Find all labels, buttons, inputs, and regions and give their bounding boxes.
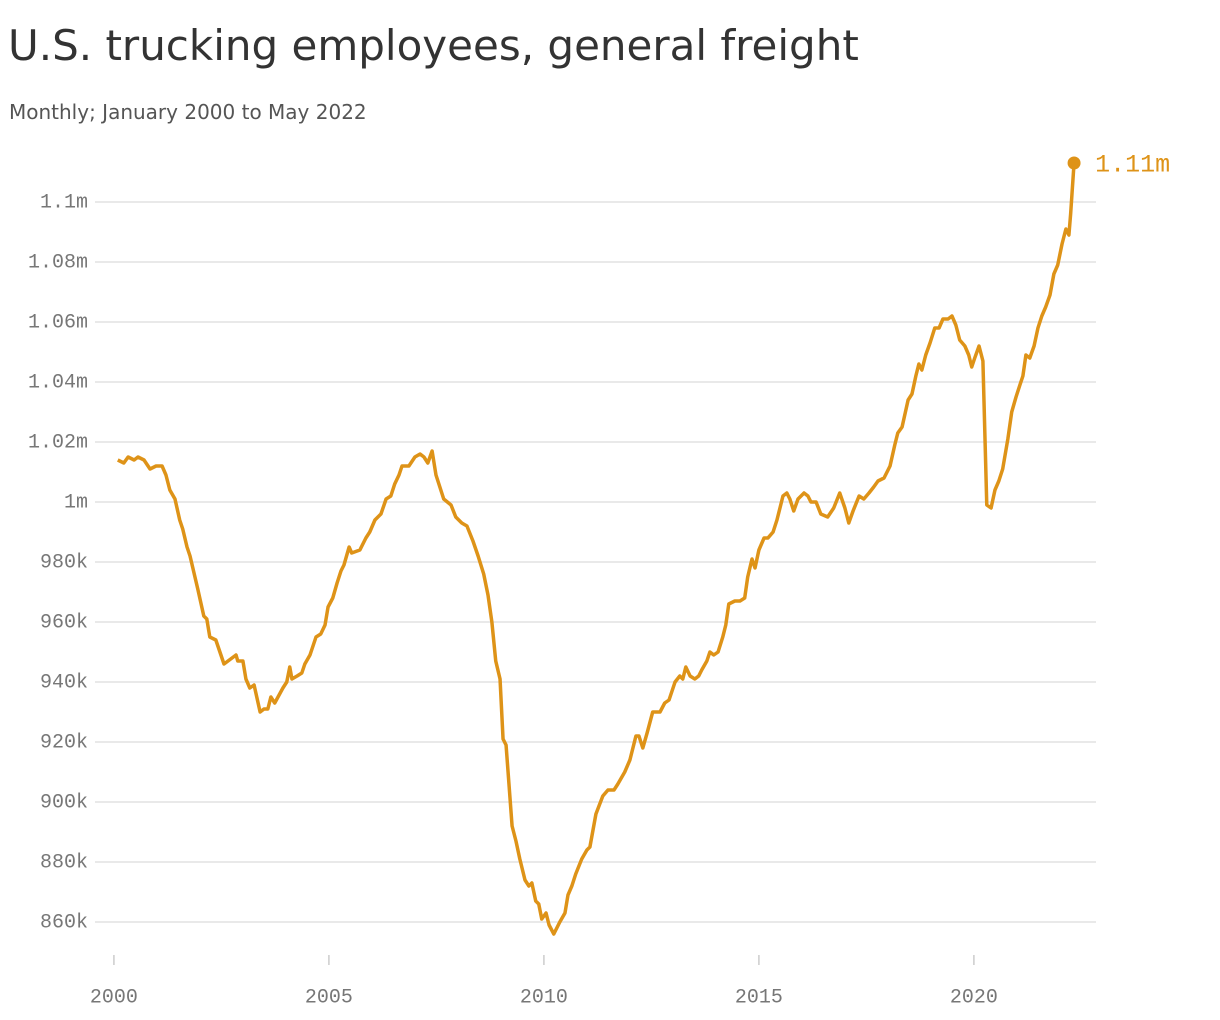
y-tick-label: 1m — [64, 491, 88, 514]
end-point — [1067, 156, 1081, 170]
y-tick-label: 940k — [40, 671, 88, 694]
y-tick-label: 960k — [40, 611, 88, 634]
y-tick-label: 900k — [40, 791, 88, 814]
y-tick-label: 1.1m — [40, 191, 88, 214]
value-label: 1.11m — [1095, 151, 1170, 180]
y-tick-label: 1.04m — [28, 371, 88, 394]
x-tick-label: 2020 — [950, 986, 998, 1009]
y-tick-label: 980k — [40, 551, 88, 574]
chart-title: U.S. trucking employees, general freight — [8, 21, 859, 70]
x-tick-label: 2015 — [735, 986, 783, 1009]
y-tick-label: 1.06m — [28, 311, 88, 334]
y-tick-label: 920k — [40, 731, 88, 754]
y-tick-label: 860k — [40, 911, 88, 934]
chart-subtitle: Monthly; January 2000 to May 2022 — [9, 100, 367, 124]
y-tick-label: 1.08m — [28, 251, 88, 274]
y-tick-label: 880k — [40, 851, 88, 874]
line — [117, 162, 1076, 936]
x-tick-label: 2010 — [520, 986, 568, 1009]
x-tick-label: 2005 — [305, 986, 353, 1009]
x-tick-label: 2000 — [90, 986, 138, 1009]
y-tick-label: 1.02m — [28, 431, 88, 454]
